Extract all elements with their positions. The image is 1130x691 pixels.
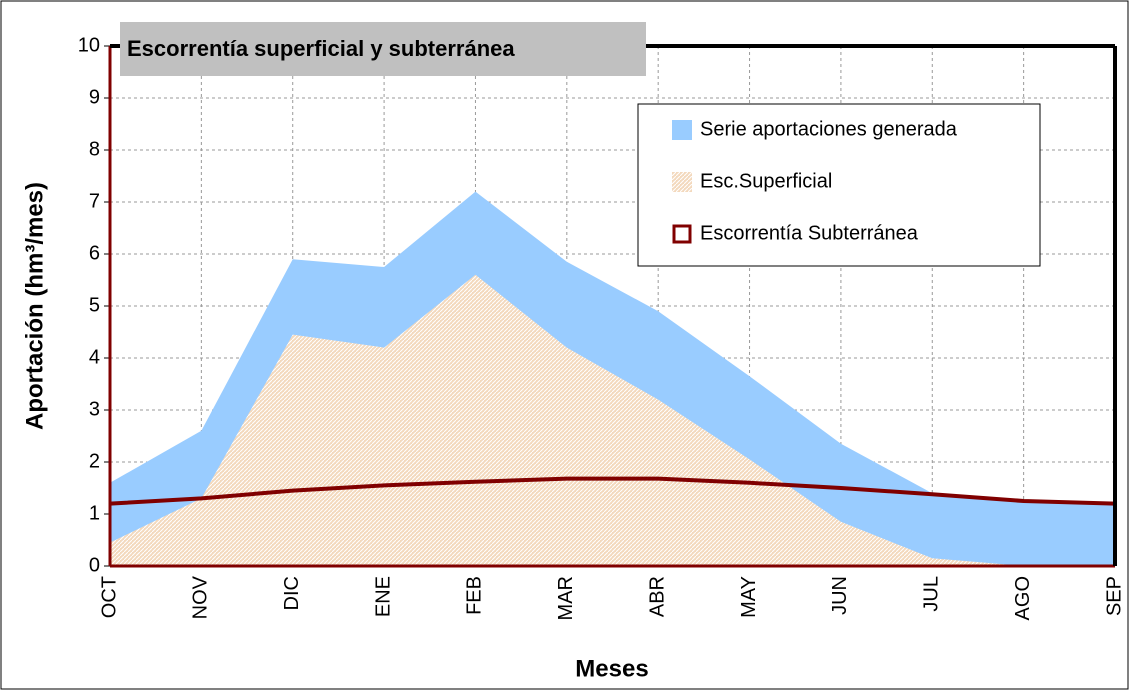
- x-tick-label: JUL: [921, 576, 943, 612]
- area: [110, 274, 1115, 566]
- legend-swatch: [672, 224, 692, 244]
- y-tick-label: 5: [89, 294, 100, 316]
- x-tick-label: ENE: [372, 576, 394, 617]
- y-tick-label: 10: [78, 34, 100, 56]
- y-axis-title: Aportación (hm³/mes): [21, 182, 48, 430]
- x-tick-label: NOV: [190, 575, 212, 619]
- x-tick-label: DIC: [281, 576, 303, 610]
- chart-title: Escorrentía superficial y subterránea: [127, 36, 515, 61]
- x-tick-label: AGO: [1012, 576, 1034, 620]
- x-tick-label: MAR: [555, 576, 577, 620]
- legend-label: Escorrentía Subterránea: [700, 222, 919, 244]
- legend: [637, 103, 1041, 267]
- y-tick-label: 0: [89, 554, 100, 576]
- y-tick-label: 8: [89, 138, 100, 160]
- legend-label: Serie aportaciones generada: [700, 118, 958, 140]
- x-tick-label: ABR: [646, 576, 668, 617]
- legend-swatch: [672, 172, 692, 192]
- x-tick-label: JUN: [829, 576, 851, 615]
- x-tick-label: MAY: [738, 576, 760, 618]
- x-tick-label: FEB: [464, 576, 486, 615]
- plot-area: [104, 44, 1117, 568]
- y-tick-label: 4: [89, 346, 100, 368]
- legend-items: Serie aportaciones generada Esc.Superfici…: [672, 118, 958, 244]
- y-tick-label: 3: [89, 398, 100, 420]
- y-tick-label: 9: [89, 86, 100, 108]
- line: [109, 476, 1116, 506]
- y-tick-label: 1: [89, 502, 100, 524]
- title-box: [120, 22, 646, 76]
- x-tick-label: OCT: [98, 576, 120, 618]
- legend-label: Esc.Superficial: [700, 170, 832, 192]
- y-tick-label: 6: [89, 242, 100, 264]
- y-tick-label: 2: [89, 450, 100, 472]
- y-tick-label: 7: [89, 190, 100, 212]
- x-axis-title: Meses: [575, 655, 648, 682]
- legend-swatch: [672, 120, 692, 140]
- x-tick-label: SEP: [1103, 576, 1125, 616]
